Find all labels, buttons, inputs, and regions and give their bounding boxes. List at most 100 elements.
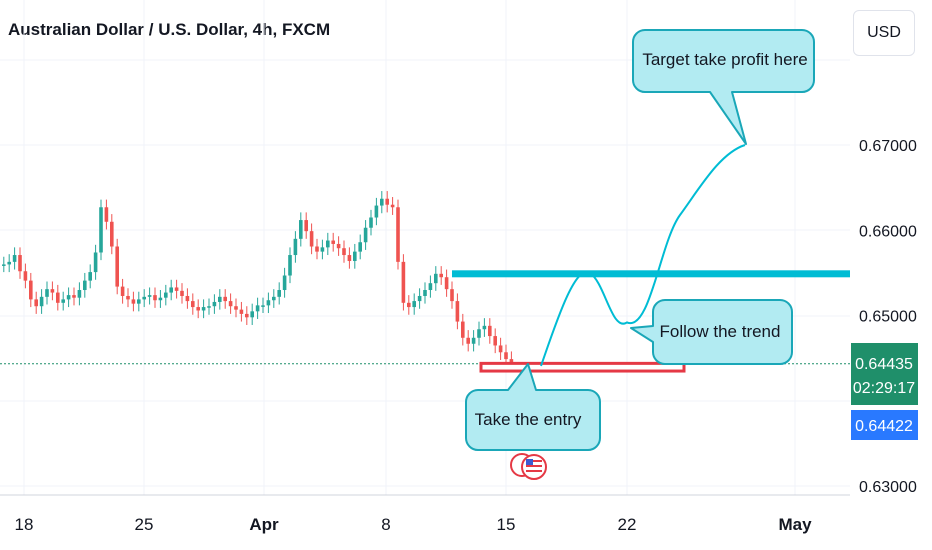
candle-body (29, 280, 33, 300)
candle-body (396, 207, 400, 262)
support-zone (479, 361, 686, 373)
candle-body (93, 252, 98, 273)
candle-body (277, 290, 281, 297)
us-event-markers (510, 453, 547, 480)
last-price-label: 0.64435 (855, 356, 913, 373)
candle-body (99, 207, 103, 253)
target-callout-bubble (632, 29, 815, 145)
candle-body (39, 296, 44, 307)
candle-body (288, 255, 292, 276)
drawings: Target take profit here Follow the trend T… (0, 29, 850, 480)
candle-body (266, 300, 271, 306)
x-tick-label: 22 (618, 515, 637, 534)
candle-body (137, 299, 141, 304)
candle-body (131, 299, 136, 304)
candle-body (423, 290, 427, 296)
y-tick-label: 0.63000 (859, 479, 917, 496)
y-tick-label: 0.67000 (859, 138, 917, 155)
candle-body (353, 251, 357, 262)
candle-body (304, 220, 308, 232)
candle-body (239, 309, 244, 314)
candle-body (493, 336, 497, 346)
candle-body (120, 286, 125, 296)
candle-body (185, 295, 190, 302)
candle-body (299, 220, 303, 239)
candle-body (488, 325, 492, 337)
candle-body (466, 337, 470, 344)
candle-body (207, 306, 211, 308)
time-axis: 18 25 Apr 8 15 22 May (15, 515, 813, 534)
candle-body (212, 301, 217, 307)
candle-body (174, 287, 179, 291)
candle-body (509, 359, 514, 365)
candle-body (234, 306, 238, 310)
candle-body (374, 205, 379, 218)
currency-button[interactable]: USD (853, 10, 915, 56)
candles (2, 191, 514, 372)
x-tick-label: 18 (15, 515, 34, 534)
x-tick-label: 8 (381, 515, 390, 534)
candle-body (358, 242, 362, 252)
candle-body (434, 273, 438, 284)
candle-body (218, 296, 222, 302)
candle-body (498, 345, 503, 353)
candle-body (450, 289, 454, 302)
candle-body (336, 243, 341, 249)
flag-canton (526, 459, 533, 465)
candle-body (342, 248, 346, 256)
candle-body (326, 240, 330, 248)
candle-body (223, 296, 227, 302)
candle-body (50, 289, 55, 293)
candle-body (88, 272, 92, 281)
candle-body (390, 204, 395, 208)
follow-callout-bubble (630, 299, 793, 365)
candle-body (34, 299, 38, 307)
candle-body (439, 273, 443, 278)
projection-path (540, 144, 746, 367)
candle-body (482, 325, 487, 330)
candle-body (261, 305, 265, 307)
candle-body (331, 240, 335, 244)
candle-body (153, 295, 157, 301)
candle-body (2, 264, 6, 266)
candle-body (126, 295, 130, 300)
x-tick-label: 15 (497, 515, 516, 534)
candle-body (12, 255, 17, 262)
candle-body (180, 290, 184, 296)
price-axis: 0.67000 0.66000 0.65000 0.63000 0.64435 02:29… (851, 138, 918, 496)
target-callout-text: Target take profit here (642, 50, 807, 69)
candle-body (72, 295, 76, 298)
candle-body (471, 337, 476, 344)
candle-body (309, 231, 314, 247)
candle-body (228, 301, 233, 307)
y-tick-label: 0.66000 (859, 223, 917, 240)
candle-body (347, 255, 352, 262)
candle-body (196, 307, 200, 311)
candle-body (444, 277, 449, 290)
candle-body (401, 261, 406, 303)
candle-body (142, 296, 146, 300)
flag-stripe (526, 465, 542, 467)
resistance-line (452, 270, 850, 278)
candle-body (417, 295, 422, 302)
follow-callout-text: Follow the trend (660, 322, 781, 341)
candle-body (104, 207, 109, 222)
x-tick-label: 25 (135, 515, 154, 534)
candle-body (7, 261, 11, 265)
candle-body (315, 246, 319, 252)
countdown-label: 02:29:17 (853, 380, 915, 397)
candle-body (45, 289, 49, 297)
candle-body (369, 217, 373, 228)
entry-callout-bubble (465, 363, 601, 451)
candle-body (245, 313, 249, 318)
candle-body (250, 311, 254, 318)
candle-body (320, 247, 325, 252)
candle-body (455, 301, 460, 322)
last-price-tag (851, 343, 918, 405)
candle-body (115, 246, 119, 287)
candle-body (201, 307, 206, 311)
candle-body (83, 280, 87, 291)
bid-price-tag (851, 410, 918, 440)
candle-body (147, 295, 152, 297)
